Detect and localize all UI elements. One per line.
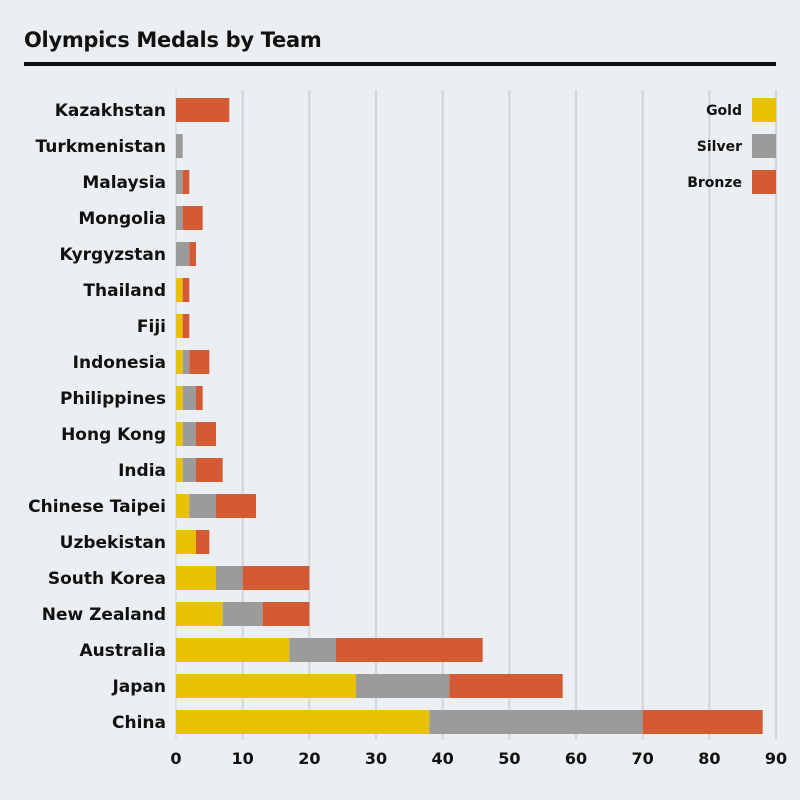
- bar-australia-silver: [289, 638, 337, 662]
- bar-uzbekistan-gold: [176, 530, 197, 554]
- bar-chinese-taipei-gold: [176, 494, 190, 518]
- bars: [176, 98, 763, 734]
- bar-thailand-gold: [176, 278, 183, 302]
- category-label-chinese-taipei: Chinese Taipei: [28, 497, 166, 517]
- category-label-indonesia: Indonesia: [73, 353, 166, 373]
- x-tick-label-80: 80: [698, 749, 720, 768]
- bar-india-silver: [182, 458, 197, 482]
- bar-japan-gold: [176, 674, 357, 698]
- bar-new-zealand-bronze: [262, 602, 310, 626]
- bar-new-zealand-gold: [176, 602, 223, 626]
- legend-label-gold: Gold: [706, 103, 742, 119]
- bar-chinese-taipei-bronze: [216, 494, 257, 518]
- legend: Gold Silver Bronze: [687, 98, 776, 194]
- x-tick-label-10: 10: [232, 749, 254, 768]
- x-tick-label-0: 0: [170, 749, 181, 768]
- bar-south-korea-gold: [176, 566, 217, 590]
- x-tick-label-40: 40: [432, 749, 454, 768]
- x-tick-label-90: 90: [765, 749, 787, 768]
- category-label-thailand: Thailand: [83, 281, 166, 301]
- title-rule: [24, 62, 776, 66]
- category-label-hong-kong: Hong Kong: [61, 425, 166, 445]
- x-axis-ticks: 0 10 20 30 40 50 60 70 80 90: [170, 749, 787, 768]
- bar-malaysia-silver: [176, 170, 183, 194]
- bar-mongolia-silver: [176, 206, 183, 230]
- bar-india-gold: [176, 458, 183, 482]
- legend-swatch-gold: [752, 98, 776, 122]
- bar-mongolia-bronze: [182, 206, 203, 230]
- legend-swatch-silver: [752, 134, 776, 158]
- category-label-china: China: [112, 713, 166, 733]
- x-tick-label-60: 60: [565, 749, 587, 768]
- bar-hong-kong-gold: [176, 422, 183, 446]
- category-label-japan: Japan: [111, 677, 166, 697]
- category-label-malaysia: Malaysia: [82, 173, 166, 193]
- bar-hong-kong-bronze: [196, 422, 217, 446]
- legend-swatch-bronze: [752, 170, 776, 194]
- bar-japan-bronze: [449, 674, 563, 698]
- category-label-south-korea: South Korea: [48, 569, 166, 589]
- bar-philippines-bronze: [196, 386, 203, 410]
- bar-philippines-gold: [176, 386, 183, 410]
- category-label-kazakhstan: Kazakhstan: [55, 101, 166, 121]
- bar-china-gold: [176, 710, 430, 734]
- category-label-kyrgyzstan: Kyrgyzstan: [59, 245, 166, 265]
- bar-south-korea-bronze: [242, 566, 310, 590]
- bar-indonesia-gold: [176, 350, 183, 374]
- x-tick-label-70: 70: [632, 749, 654, 768]
- bar-australia-bronze: [336, 638, 483, 662]
- category-label-philippines: Philippines: [60, 389, 166, 409]
- bar-malaysia-bronze: [182, 170, 190, 194]
- x-tick-label-20: 20: [298, 749, 320, 768]
- category-label-turkmenistan: Turkmenistan: [35, 137, 166, 157]
- bar-kyrgyzstan-silver: [176, 242, 190, 266]
- bar-thailand-bronze: [182, 278, 190, 302]
- category-label-fiji: Fiji: [137, 317, 166, 337]
- bar-indonesia-bronze: [189, 350, 210, 374]
- bar-indonesia-silver: [182, 350, 190, 374]
- bar-new-zealand-silver: [222, 602, 263, 626]
- x-tick-label-50: 50: [498, 749, 520, 768]
- bar-fiji-bronze: [182, 314, 190, 338]
- bar-china-silver: [429, 710, 643, 734]
- bar-chinese-taipei-silver: [189, 494, 217, 518]
- legend-label-silver: Silver: [697, 139, 742, 155]
- gridlines: [175, 90, 778, 740]
- bar-hong-kong-silver: [182, 422, 197, 446]
- category-label-india: India: [118, 461, 166, 481]
- category-label-australia: Australia: [80, 641, 167, 661]
- x-tick-label-30: 30: [365, 749, 387, 768]
- bar-fiji-gold: [176, 314, 183, 338]
- category-label-mongolia: Mongolia: [78, 209, 166, 229]
- bar-australia-gold: [176, 638, 290, 662]
- bar-uzbekistan-bronze: [196, 530, 210, 554]
- category-labels: Kazakhstan Turkmenistan Malaysia Mongolia Ky…: [28, 101, 166, 733]
- bar-china-bronze: [642, 710, 763, 734]
- category-label-new-zealand: New Zealand: [42, 605, 166, 625]
- bar-turkmenistan-silver: [176, 134, 183, 158]
- bar-japan-silver: [356, 674, 450, 698]
- chart-title: Olympics Medals by Team: [24, 28, 322, 52]
- bar-philippines-silver: [182, 386, 197, 410]
- legend-label-bronze: Bronze: [687, 175, 742, 191]
- bar-india-bronze: [196, 458, 223, 482]
- bar-south-korea-silver: [216, 566, 243, 590]
- category-label-uzbekistan: Uzbekistan: [60, 533, 166, 553]
- bar-kazakhstan-bronze: [176, 98, 230, 122]
- bar-kyrgyzstan-bronze: [189, 242, 197, 266]
